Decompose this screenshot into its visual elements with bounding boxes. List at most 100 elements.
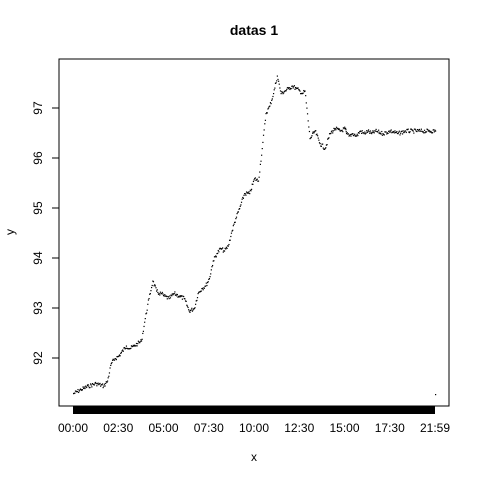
data-point (270, 103, 272, 105)
y-axis: 92 93 94 95 96 97 (31, 101, 59, 365)
data-point (291, 85, 294, 87)
data-point (288, 87, 290, 89)
data-point (145, 312, 148, 314)
data-point (200, 290, 202, 293)
data-point (434, 129, 436, 131)
data-point (398, 131, 400, 133)
data-point (415, 130, 417, 132)
data-point (333, 127, 335, 130)
data-point (217, 252, 219, 254)
data-point (83, 387, 85, 390)
data-point (423, 129, 426, 131)
data-point (156, 290, 158, 292)
x-tick-label: 05:00 (148, 421, 178, 435)
data-point (356, 135, 358, 137)
data-point (298, 89, 300, 91)
data-point (328, 137, 330, 139)
data-point (211, 264, 214, 267)
data-point (177, 296, 179, 298)
data-point (138, 341, 140, 343)
data-point (297, 87, 299, 89)
data-point (128, 348, 131, 350)
data-point (194, 307, 196, 309)
plot-frame (58, 58, 450, 407)
data-point (345, 129, 347, 131)
data-point (213, 256, 216, 258)
data-point (385, 131, 387, 133)
data-point (218, 248, 221, 250)
data-point (189, 311, 191, 314)
data-point (111, 361, 113, 364)
data-point (249, 193, 251, 195)
data-point (428, 130, 431, 132)
x-rug-band (73, 406, 435, 414)
data-point (170, 294, 172, 296)
data-point (219, 247, 221, 249)
data-point (135, 342, 138, 345)
data-point (293, 86, 295, 88)
data-point (283, 91, 285, 93)
data-point (73, 393, 75, 395)
data-point (192, 309, 194, 311)
data-point (302, 92, 304, 94)
data-point (137, 343, 139, 345)
data-point (131, 346, 133, 348)
data-point (205, 285, 207, 287)
data-point (107, 377, 109, 379)
data-point (175, 293, 177, 295)
data-point (113, 359, 116, 361)
data-point (350, 133, 353, 135)
data-point (388, 130, 390, 132)
data-point (144, 318, 146, 320)
data-point (323, 148, 325, 150)
data-point (196, 299, 198, 302)
data-point (276, 80, 278, 82)
data-point (143, 325, 145, 328)
data-point (411, 129, 413, 131)
data-point (391, 131, 394, 133)
data-point (79, 388, 82, 390)
data-point (327, 138, 329, 140)
data-point (314, 130, 316, 132)
data-point (425, 131, 427, 133)
data-point (179, 295, 182, 297)
data-point (106, 381, 108, 383)
data-point (414, 128, 416, 130)
data-point (312, 131, 314, 133)
data-point (208, 278, 211, 280)
data-point (169, 295, 171, 297)
data-point (389, 131, 391, 134)
data-point (394, 130, 396, 132)
data-point (151, 284, 153, 287)
data-point (108, 375, 110, 377)
data-point (141, 338, 143, 340)
data-point (254, 178, 256, 180)
data-point (115, 358, 117, 361)
data-point (152, 281, 155, 283)
data-point (327, 137, 329, 140)
data-point (127, 348, 129, 350)
data-point (110, 363, 112, 365)
data-point (207, 281, 209, 283)
data-point (261, 154, 263, 156)
data-point (407, 128, 409, 130)
data-point (159, 294, 161, 296)
data-point (366, 131, 368, 134)
data-point (82, 386, 84, 388)
data-point (357, 134, 359, 137)
data-point (289, 88, 291, 91)
data-point (309, 138, 311, 140)
data-point (93, 384, 95, 386)
data-point (242, 197, 245, 199)
data-point (129, 348, 131, 350)
data-point (320, 145, 322, 147)
data-point (240, 201, 243, 203)
data-point (321, 143, 323, 145)
data-point (308, 130, 311, 133)
data-point (421, 130, 423, 132)
data-point (181, 295, 183, 297)
data-point (281, 91, 283, 93)
data-point (370, 132, 372, 134)
data-point (335, 129, 337, 131)
data-point (110, 364, 112, 367)
